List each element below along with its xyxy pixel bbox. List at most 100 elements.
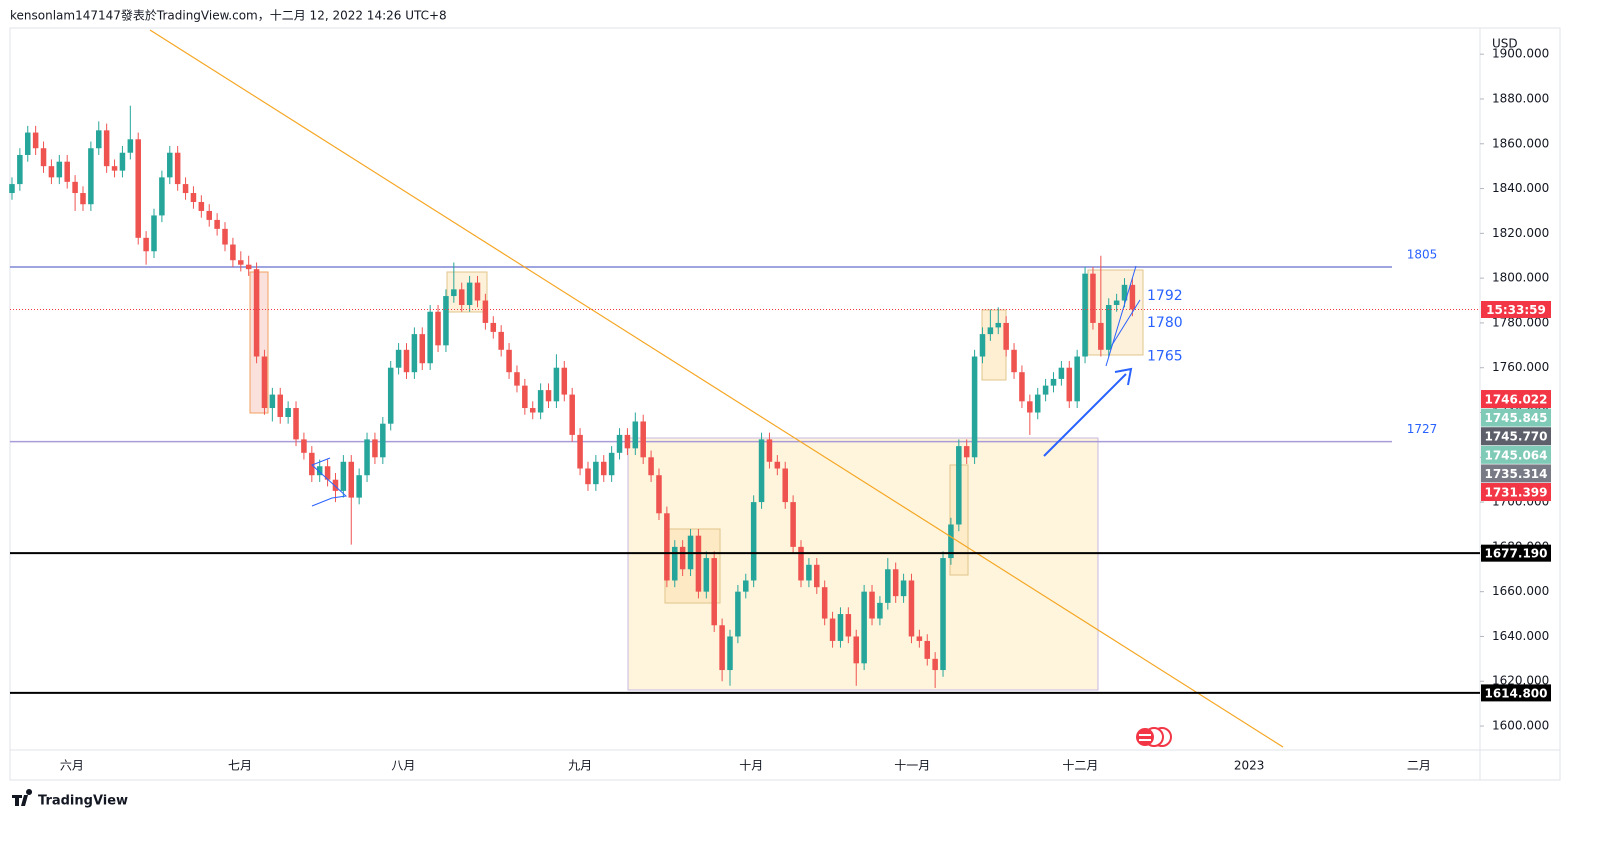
x-tick-label: 十一月 bbox=[894, 759, 930, 773]
candle-body bbox=[324, 466, 331, 480]
price-tag-label: 1745.064 bbox=[1484, 448, 1547, 462]
candle-body bbox=[301, 439, 307, 453]
candle-body bbox=[877, 602, 883, 619]
box bbox=[1087, 269, 1144, 356]
price-tag-label: 1731.399 bbox=[1484, 486, 1547, 500]
candle-body bbox=[940, 558, 946, 671]
price-tag bbox=[1481, 684, 1551, 702]
candle-body bbox=[537, 390, 544, 413]
candle-body bbox=[648, 457, 654, 476]
candle-body bbox=[72, 181, 78, 194]
candle-body bbox=[577, 434, 583, 469]
candle-body bbox=[88, 148, 94, 205]
candle-body bbox=[758, 439, 765, 503]
candle-body bbox=[956, 446, 962, 525]
candle-body bbox=[971, 356, 978, 458]
candle-body bbox=[750, 502, 757, 581]
candle-body bbox=[1019, 372, 1025, 402]
arrow bbox=[1043, 373, 1127, 457]
candle-body bbox=[190, 193, 197, 202]
x-tick-label: 七月 bbox=[228, 759, 252, 773]
logo bbox=[12, 789, 33, 806]
candle-body bbox=[790, 502, 796, 547]
candle-body bbox=[458, 289, 465, 306]
candle-body bbox=[766, 439, 773, 462]
candle-body bbox=[340, 461, 347, 491]
candle-body bbox=[1090, 273, 1096, 323]
y-tick-label: 1860.000 bbox=[1492, 136, 1549, 150]
candle-body bbox=[230, 244, 236, 261]
y-tick-label: 1760.000 bbox=[1492, 360, 1549, 374]
candle-body bbox=[569, 394, 575, 435]
price-tag bbox=[1481, 544, 1551, 562]
countdown: 15:33:59 bbox=[1486, 303, 1546, 317]
candle-body bbox=[869, 591, 875, 619]
candle-body bbox=[151, 215, 157, 252]
annotation: 1780 bbox=[1147, 315, 1183, 331]
candle-body bbox=[498, 331, 504, 350]
price-tag-label: 1735.314 bbox=[1484, 467, 1547, 481]
candle-body bbox=[545, 390, 552, 402]
candle-body bbox=[372, 439, 378, 458]
y-tick-label: 1640.000 bbox=[1492, 629, 1549, 643]
candle-body bbox=[411, 334, 418, 373]
candle-body bbox=[885, 569, 891, 603]
annotation: 1765 bbox=[1147, 349, 1183, 365]
candle-body bbox=[829, 618, 836, 641]
candle-body bbox=[600, 461, 607, 476]
candle-body bbox=[245, 264, 252, 270]
candle-body bbox=[96, 130, 102, 149]
x-tick-label: 十月 bbox=[739, 759, 763, 773]
candle-body bbox=[466, 282, 473, 306]
candle-body bbox=[963, 446, 970, 458]
channel-line bbox=[1105, 265, 1137, 367]
y-tick-label: 1880.000 bbox=[1492, 91, 1549, 105]
candle-body bbox=[403, 349, 410, 373]
candle-body bbox=[111, 166, 118, 171]
candle-body bbox=[135, 139, 141, 238]
price-tag bbox=[1481, 464, 1551, 483]
candle-body bbox=[1050, 378, 1057, 386]
candle-body bbox=[261, 356, 268, 409]
candle-body bbox=[861, 591, 867, 664]
candle-body bbox=[332, 479, 339, 491]
candle-body bbox=[616, 434, 623, 453]
candle-body bbox=[253, 269, 260, 357]
candle-body bbox=[821, 587, 828, 619]
candle-body bbox=[924, 640, 931, 659]
candle-body bbox=[474, 282, 481, 301]
candle-body bbox=[608, 452, 615, 476]
x-tick-label: 2023 bbox=[1234, 759, 1265, 773]
candle-body bbox=[1058, 367, 1065, 379]
candle-body bbox=[269, 394, 276, 409]
candle-body bbox=[1098, 322, 1104, 350]
candle-body bbox=[451, 289, 457, 297]
candle-body bbox=[24, 132, 31, 155]
x-tick-label: 九月 bbox=[568, 759, 592, 773]
price-tag-label: 1745.770 bbox=[1484, 430, 1547, 444]
candle-body bbox=[103, 130, 110, 167]
level-label: 1805 bbox=[1407, 247, 1438, 261]
candle-body bbox=[1105, 305, 1112, 350]
candle-body bbox=[514, 372, 520, 386]
price-tag bbox=[1481, 408, 1551, 427]
y-tick-label: 1820.000 bbox=[1492, 226, 1549, 240]
candle-body bbox=[1082, 273, 1088, 357]
candle-body bbox=[419, 334, 426, 364]
candle-body bbox=[17, 154, 23, 185]
candle-body bbox=[743, 580, 749, 592]
candle-body bbox=[309, 452, 315, 476]
candle-body bbox=[1113, 300, 1120, 306]
candle-body bbox=[987, 327, 994, 335]
candle-body bbox=[782, 468, 788, 503]
candle-body bbox=[56, 161, 63, 178]
candle-body bbox=[198, 201, 205, 211]
candle-body bbox=[427, 311, 433, 364]
candle-body bbox=[814, 564, 820, 588]
candle-body bbox=[529, 408, 536, 413]
frame bbox=[9, 27, 1561, 781]
footer: TradingView bbox=[38, 794, 128, 809]
candle-body bbox=[632, 421, 639, 449]
candle-body bbox=[9, 184, 15, 194]
candles bbox=[9, 105, 1136, 688]
